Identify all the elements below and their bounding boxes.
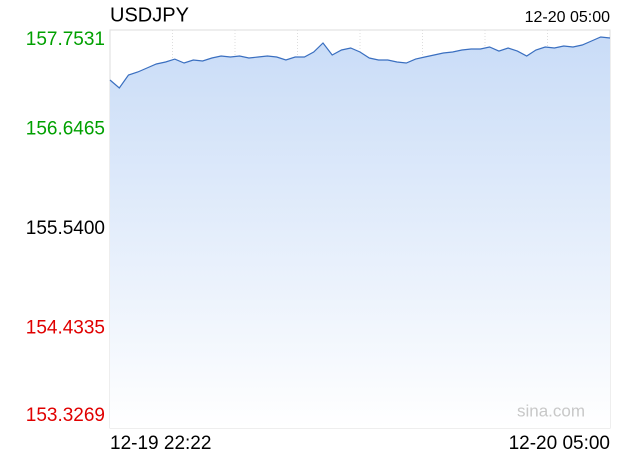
area-fill (110, 37, 610, 428)
timestamp: 12-20 05:00 (525, 9, 611, 26)
y-tick-label: 157.7531 (26, 29, 105, 50)
y-tick-label: 154.4335 (26, 318, 105, 339)
chart-title: USDJPY (110, 4, 189, 26)
x-tick-label: 12-20 05:00 (509, 433, 610, 454)
price-line (109, 36, 611, 89)
watermark: sina.com (517, 401, 585, 420)
y-tick-label: 153.3269 (26, 405, 105, 426)
x-tick-label: 12-19 22:22 (110, 433, 211, 454)
y-tick-label: 156.6465 (26, 119, 105, 140)
y-tick-label: 155.5400 (26, 218, 105, 239)
